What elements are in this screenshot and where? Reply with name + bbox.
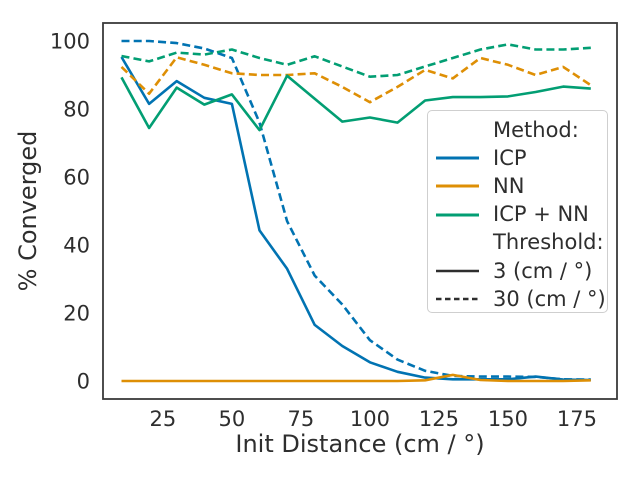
legend-entry-label: ICP + NN	[493, 202, 589, 227]
legend-entry-method-2: ICP + NN	[435, 201, 607, 229]
legend-group-title: Threshold:	[493, 230, 604, 255]
x-tick-label: 25	[150, 407, 177, 431]
chart-legend: Method: ICP NN ICP + NN Threshold: 3 (cm / °)…	[427, 110, 608, 313]
series-line-icp-nn-30	[121, 43, 591, 78]
legend-title-threshold: Threshold:	[435, 229, 607, 257]
y-tick-label: 0	[77, 369, 90, 393]
series-line-nn-3	[121, 373, 591, 383]
legend-line-sample	[435, 154, 493, 162]
y-tick-label: 100	[50, 30, 90, 54]
legend-entry-label: 30 (cm / °)	[493, 286, 606, 311]
legend-title-method: Method:	[435, 116, 607, 144]
legend-entry-label: ICP	[493, 145, 527, 170]
plot-border	[102, 22, 618, 400]
x-tick-label: 100	[350, 407, 390, 431]
legend-line-sample	[435, 267, 493, 275]
x-axis-label: Init Distance (cm / °)	[235, 430, 484, 458]
legend-line-sample	[435, 211, 493, 219]
x-tick-label: 150	[488, 407, 528, 431]
x-tick-label: 75	[288, 407, 315, 431]
y-axis-label: % Converged	[14, 131, 42, 292]
legend-entry-label: 3 (cm / °)	[493, 258, 593, 283]
x-tick-label: 175	[557, 407, 597, 431]
y-tick-label: 80	[63, 98, 90, 122]
y-tick-label: 60	[63, 166, 90, 190]
y-tick-label: 20	[63, 301, 90, 325]
series-line-nn-30	[120, 55, 592, 104]
legend-entry-threshold-0: 3 (cm / °)	[435, 257, 607, 285]
legend-entry-method-1: NN	[435, 172, 607, 200]
legend-entry-threshold-1: 30 (cm / °)	[435, 285, 607, 313]
legend-entry-label: NN	[493, 173, 525, 198]
legend-entry-method-0: ICP	[435, 144, 607, 172]
series-line-icp-30	[121, 39, 591, 381]
x-tick-label: 50	[219, 407, 246, 431]
x-tick-label: 125	[419, 407, 459, 431]
y-tick-label: 40	[63, 233, 90, 257]
series-line-icp-nn-3	[120, 74, 591, 132]
legend-line-sample	[435, 295, 493, 303]
legend-group-title: Method:	[493, 117, 579, 142]
legend-line-sample	[435, 182, 493, 190]
series-line-icp-3	[120, 56, 591, 382]
